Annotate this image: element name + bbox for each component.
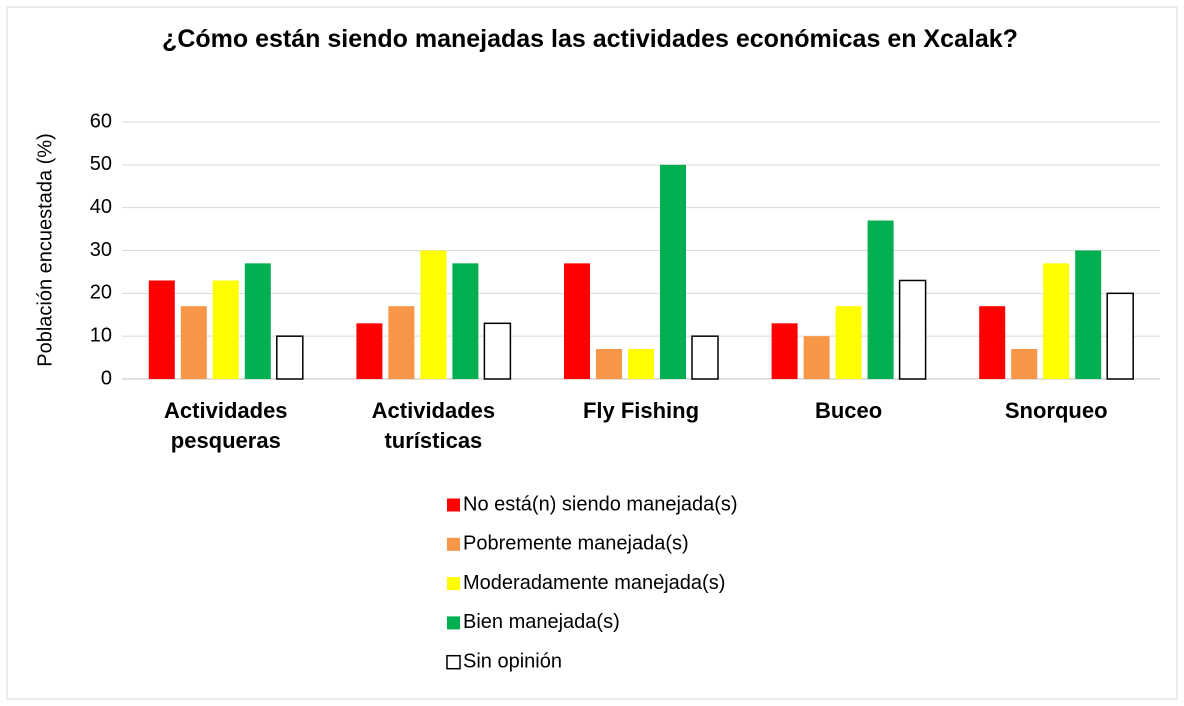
legend-label: No está(n) siendo manejada(s) bbox=[463, 493, 738, 515]
bar bbox=[276, 335, 304, 380]
bar bbox=[867, 220, 894, 379]
y-tick-label: 30 bbox=[90, 239, 112, 261]
bar bbox=[898, 279, 927, 380]
bar bbox=[979, 306, 1006, 379]
bar bbox=[1011, 349, 1038, 379]
bar bbox=[803, 336, 830, 379]
legend-label: Sin opinión bbox=[463, 650, 562, 672]
bar bbox=[1075, 250, 1102, 379]
bar bbox=[771, 323, 798, 379]
x-tick-label: Buceo bbox=[814, 398, 883, 423]
bar bbox=[1043, 263, 1070, 379]
legend-swatch bbox=[447, 498, 460, 512]
y-tick-label: 10 bbox=[90, 324, 112, 346]
legend-label: Moderadamente manejada(s) bbox=[463, 572, 725, 594]
bar bbox=[420, 250, 447, 379]
legend-swatch bbox=[447, 537, 460, 551]
bar bbox=[388, 306, 415, 379]
legend-swatch bbox=[446, 654, 461, 670]
y-tick-label: 60 bbox=[90, 110, 112, 132]
bar bbox=[596, 349, 622, 379]
x-tick-label: Snorqueo bbox=[1004, 398, 1108, 423]
x-tick-label: Actividades turísticas bbox=[371, 398, 496, 453]
y-tick-label: 0 bbox=[101, 367, 112, 389]
x-tick-label: Actividades pesqueras bbox=[164, 398, 288, 453]
y-tick-label: 20 bbox=[90, 282, 112, 304]
bar bbox=[628, 349, 654, 379]
bar bbox=[483, 322, 512, 380]
legend-swatch bbox=[447, 577, 460, 591]
bar bbox=[1106, 292, 1134, 380]
bar bbox=[148, 280, 175, 379]
bar bbox=[691, 335, 719, 380]
bar bbox=[564, 263, 590, 379]
legend-label: Bien manejada(s) bbox=[463, 611, 620, 633]
bar bbox=[244, 263, 271, 379]
y-tick-label: 50 bbox=[90, 153, 112, 175]
bar bbox=[356, 323, 383, 379]
x-tick-label: Fly Fishing bbox=[582, 398, 700, 423]
bar bbox=[180, 306, 207, 379]
y-axis-label: Población encuestada (%) bbox=[34, 133, 56, 366]
bar bbox=[452, 263, 479, 379]
chart-title: ¿Cómo están siendo manejadas las activid… bbox=[162, 25, 1018, 53]
legend-label: Pobremente manejada(s) bbox=[463, 533, 689, 555]
legend-swatch bbox=[447, 616, 460, 630]
bar bbox=[212, 280, 239, 379]
bar bbox=[835, 306, 862, 379]
y-tick-label: 40 bbox=[90, 196, 112, 218]
bar bbox=[660, 164, 686, 379]
